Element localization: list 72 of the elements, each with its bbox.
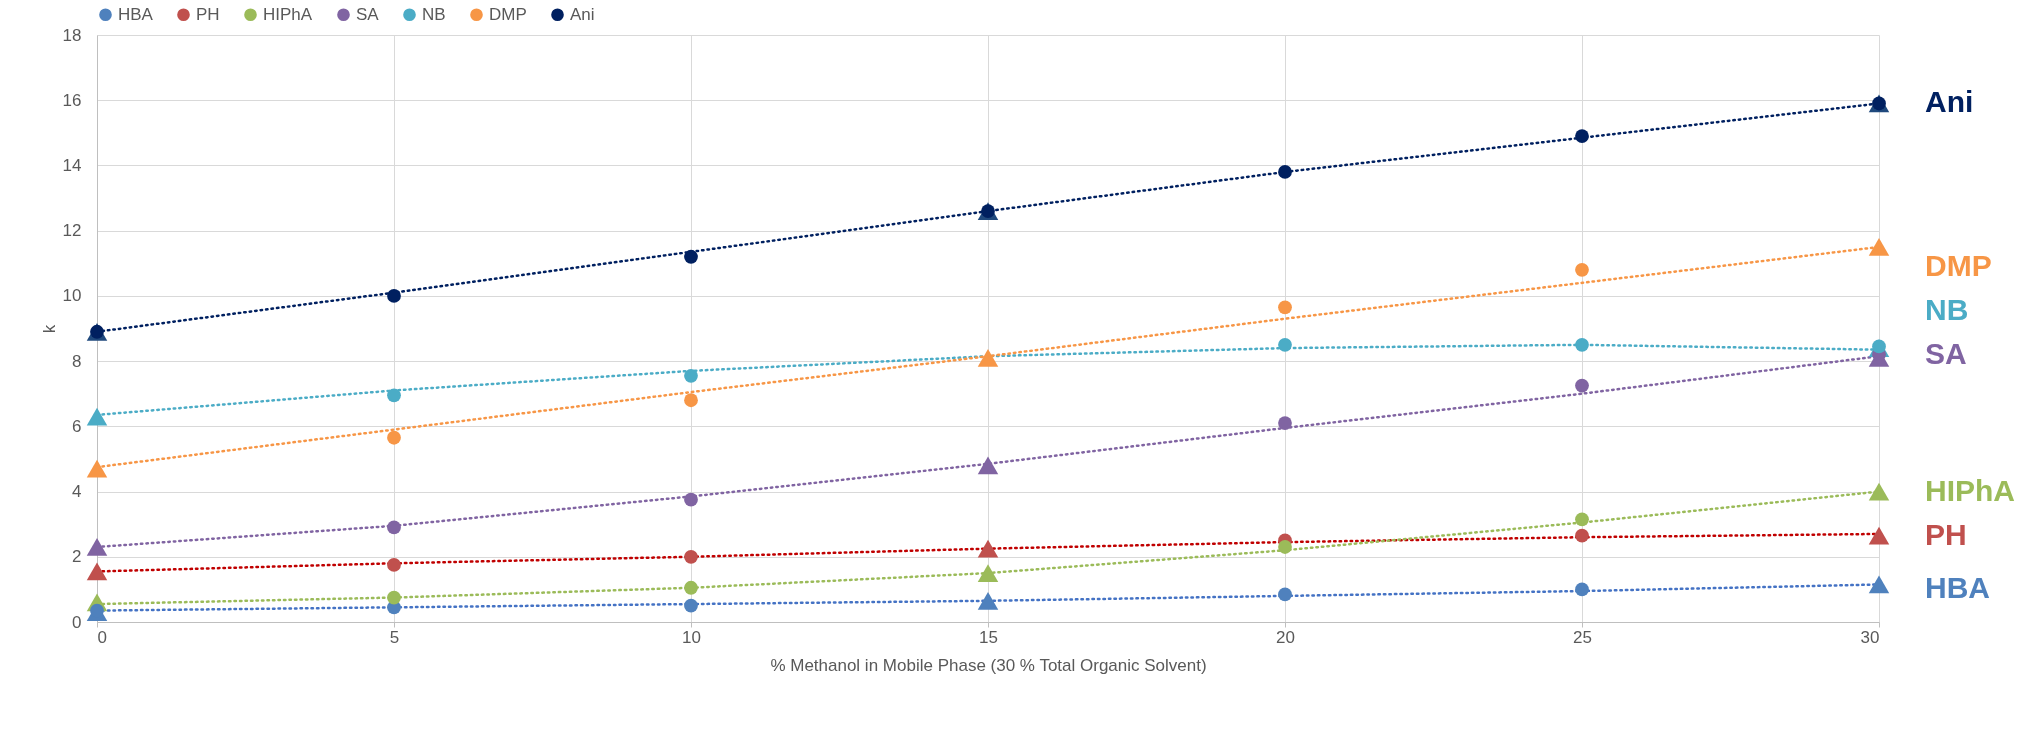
- x-axis-title: % Methanol in Mobile Phase (30 % Total Organic Solvent): [770, 655, 1207, 675]
- point: [977, 591, 999, 610]
- point: [1575, 512, 1589, 527]
- point: [1575, 337, 1589, 352]
- text: Ani: [1925, 85, 1974, 119]
- y-tick-label: 8: [72, 351, 82, 371]
- y-tick-label: 0: [72, 612, 82, 632]
- point: [977, 348, 999, 367]
- x-tick-label: 5: [389, 627, 400, 647]
- point: [387, 388, 401, 403]
- point: [1278, 165, 1292, 179]
- point: [1278, 416, 1292, 430]
- x-tick-label: 15: [979, 627, 998, 647]
- legend-label: PH: [196, 4, 220, 24]
- point: [86, 407, 108, 426]
- x-tick-label: 10: [682, 627, 701, 647]
- point: [977, 539, 999, 558]
- text: HBA: [1925, 571, 1990, 605]
- point: [1575, 378, 1589, 393]
- point: [684, 492, 698, 507]
- point: [1575, 129, 1589, 143]
- point: [387, 590, 401, 605]
- point: [387, 289, 401, 303]
- point: [1868, 526, 1890, 545]
- point: [1868, 238, 1890, 256]
- point: [387, 520, 401, 535]
- point: [684, 549, 698, 564]
- legend-label: NB: [422, 4, 446, 24]
- legend-label: SA: [356, 4, 380, 24]
- point: [684, 249, 698, 264]
- y-tick-label: 6: [72, 416, 82, 436]
- point: [684, 368, 698, 383]
- legend-label: DMP: [489, 4, 527, 24]
- y-tick-label: 10: [62, 286, 82, 306]
- point: [387, 430, 401, 445]
- text: NB: [1925, 292, 1969, 326]
- point: [86, 459, 108, 478]
- x-tick-label: 30: [1860, 627, 1880, 647]
- legend-label: Ani: [570, 4, 595, 24]
- point: [684, 598, 698, 613]
- point: [1575, 528, 1589, 543]
- point: [1575, 262, 1589, 277]
- y-tick-label: 18: [62, 25, 82, 45]
- point: [1278, 587, 1292, 602]
- legend-label: HIPhA: [263, 4, 313, 24]
- point: [977, 456, 999, 475]
- point: [86, 538, 108, 556]
- legend-label: HBA: [118, 4, 154, 24]
- y-tick-label: 16: [62, 90, 82, 110]
- point: [1868, 482, 1890, 501]
- y-tick-label: 14: [62, 155, 82, 175]
- point: [1278, 540, 1292, 554]
- point: [86, 562, 108, 581]
- point: [387, 558, 401, 572]
- point: [1278, 337, 1292, 352]
- x-tick-label: 20: [1276, 627, 1295, 647]
- point: [1575, 582, 1589, 597]
- y-axis-title: k: [39, 324, 59, 334]
- x-tick-label: 0: [97, 627, 107, 647]
- point: [977, 564, 999, 582]
- point: [684, 393, 698, 408]
- y-tick-label: 4: [72, 482, 82, 502]
- point: [1278, 300, 1292, 315]
- text: PH: [1925, 517, 1967, 551]
- text: DMP: [1925, 248, 1992, 282]
- text: HIPhA: [1925, 473, 2015, 507]
- y-tick-label: 12: [62, 221, 82, 241]
- y-tick-label: 2: [72, 547, 82, 567]
- point: [1868, 575, 1890, 594]
- x-tick-label: 25: [1573, 627, 1592, 647]
- text: SA: [1925, 336, 1967, 370]
- point: [684, 580, 698, 595]
